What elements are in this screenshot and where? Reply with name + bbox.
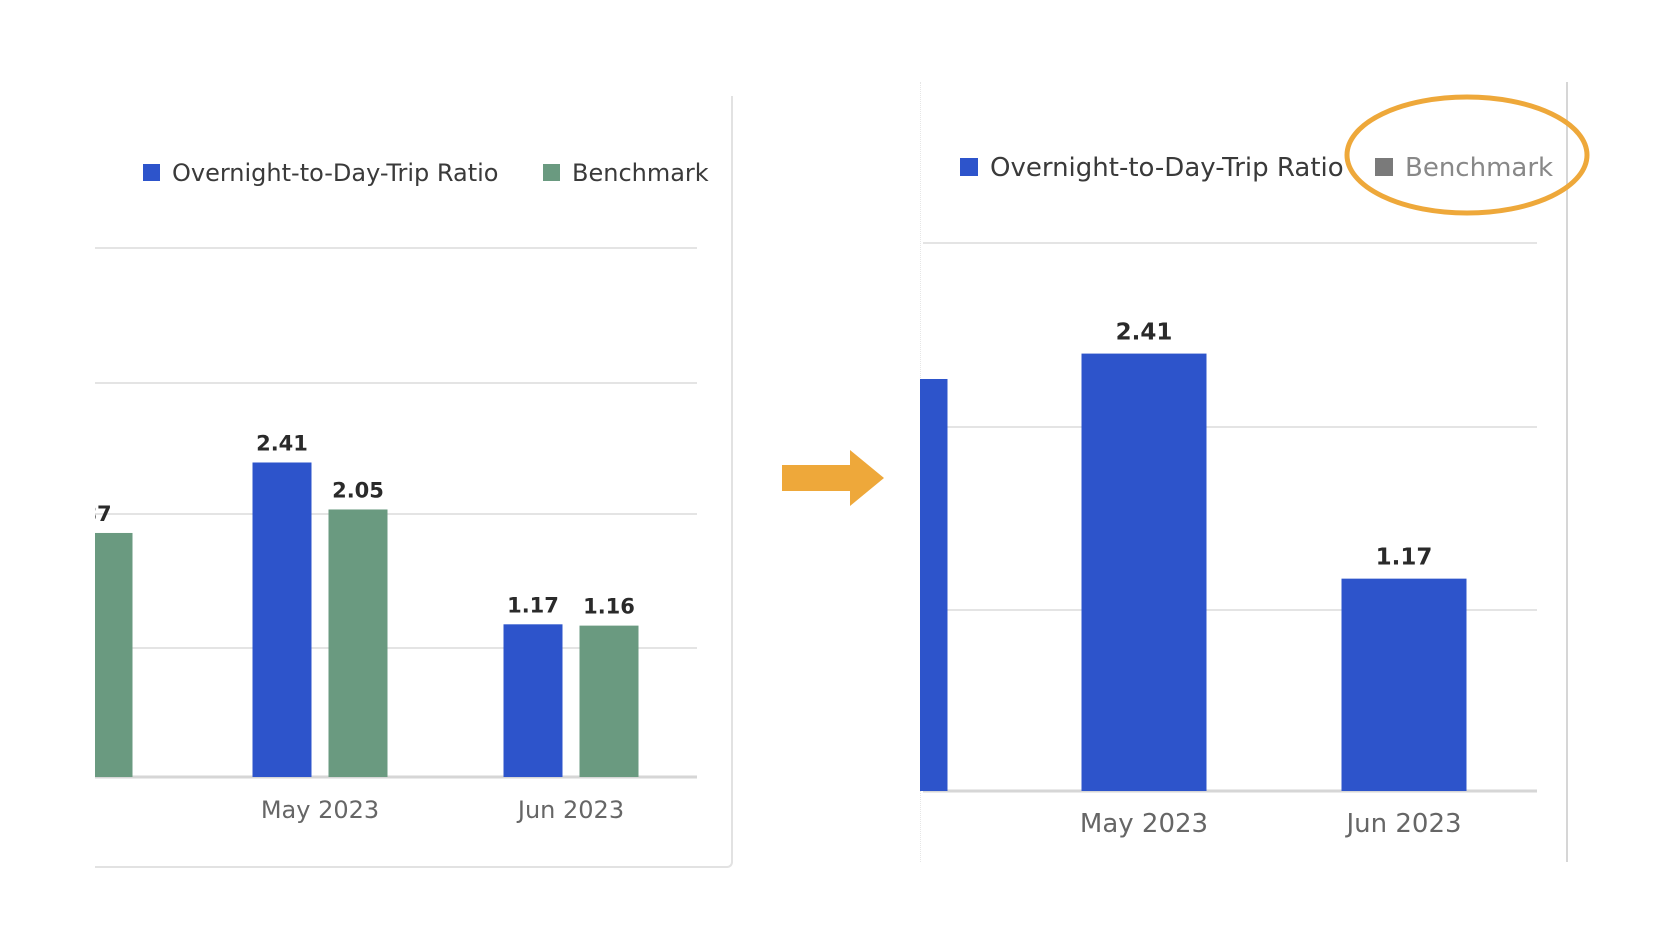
legend-label-ratio[interactable]: Overnight-to-Day-Trip Ratio (990, 153, 1344, 183)
x-tick-label: 3 (877, 809, 894, 839)
legend-swatch-ratio[interactable] (143, 164, 160, 181)
x-tick-label: 23 (50, 796, 81, 824)
data-label: 1.16 (583, 595, 635, 619)
x-tick-label: Jun 2023 (516, 796, 624, 824)
bar-benchmark[interactable] (74, 532, 133, 777)
data-label: 1.17 (1376, 545, 1433, 571)
legend-label-benchmark[interactable]: Benchmark (572, 159, 709, 187)
right-value-labels: 2.41 1.17 (1116, 320, 1433, 571)
bar-ratio[interactable] (503, 624, 563, 777)
left-value-labels: 2.41 1.17 87 2.05 1.16 (82, 431, 635, 619)
left-x-ticks: 23 May 2023 Jun 2023 (50, 796, 624, 824)
right-bars (823, 353, 1467, 791)
benchmark-highlight-circle (1344, 94, 1590, 216)
legend-swatch-benchmark[interactable] (543, 164, 560, 181)
right-legend[interactable]: Overnight-to-Day-Trip Ratio Benchmark (960, 140, 1553, 190)
data-label: 87 (82, 502, 111, 526)
data-label: 2.05 (332, 478, 384, 502)
right-panel-right-edge (1566, 82, 1568, 862)
bar-benchmark[interactable] (579, 625, 639, 777)
x-tick-label: May 2023 (261, 796, 379, 824)
x-tick-label: May 2023 (1080, 809, 1208, 839)
transition-arrow (782, 450, 884, 506)
left-legend[interactable]: Overnight-to-Day-Trip Ratio Benchmark (143, 159, 709, 187)
right-chart: 2.41 1.17 3 May 2023 Jun 2023 (823, 242, 1537, 839)
bar-ratio[interactable] (823, 378, 948, 791)
legend-label-ratio[interactable]: Overnight-to-Day-Trip Ratio (172, 159, 498, 187)
data-label: 2.41 (1116, 320, 1173, 346)
bar-ratio[interactable] (1341, 578, 1467, 791)
bar-benchmark[interactable] (328, 509, 388, 777)
legend-label-benchmark-hidden[interactable]: Benchmark (1405, 153, 1553, 183)
legend-swatch-benchmark-hidden[interactable] (1375, 158, 1393, 176)
data-label: 1.17 (507, 593, 559, 617)
x-tick-label: Jun 2023 (1344, 809, 1461, 839)
left-chart: 2.41 1.17 87 2.05 1.16 23 May 2023 Jun 2023 (50, 247, 697, 824)
legend-swatch-ratio[interactable] (960, 158, 978, 176)
bar-ratio[interactable] (252, 462, 312, 777)
left-chart-card (95, 96, 733, 868)
left-bars (74, 462, 639, 777)
bar-ratio[interactable] (1081, 353, 1207, 791)
data-label: 2.41 (256, 431, 308, 455)
right-x-ticks: 3 May 2023 Jun 2023 (877, 809, 1462, 839)
